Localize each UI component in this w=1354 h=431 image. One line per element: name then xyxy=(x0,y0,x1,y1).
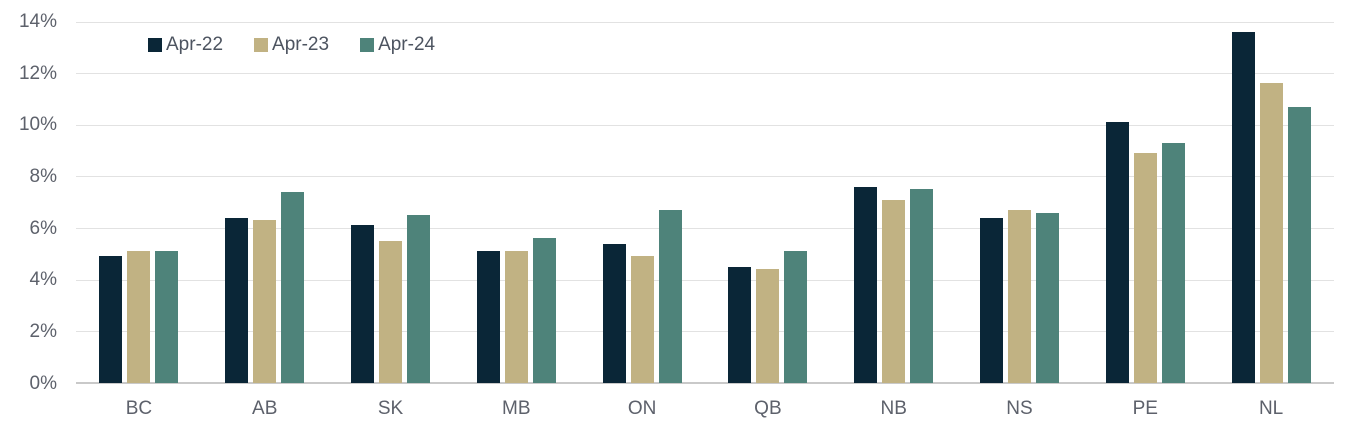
bar-pe-apr-22 xyxy=(1105,122,1129,383)
y-tick-label: 12% xyxy=(18,62,57,84)
legend-item-apr-22: Apr-22 xyxy=(148,34,223,56)
bar-bc-apr-24 xyxy=(155,251,179,383)
y-tick-label: 8% xyxy=(29,165,57,187)
bar-ns-apr-22 xyxy=(980,217,1003,383)
bar-mb-apr-22 xyxy=(476,251,500,383)
gridline xyxy=(76,124,1334,126)
y-tick-label: 4% xyxy=(29,269,57,291)
bar-qb-apr-24 xyxy=(784,251,808,383)
legend: Apr-22 Apr-23 Apr-24 xyxy=(148,34,435,56)
bar-nl-apr-23 xyxy=(1259,83,1283,383)
x-tick-label-qb: QB xyxy=(754,398,782,419)
bar-ab-apr-24 xyxy=(281,191,305,383)
legend-item-apr-23: Apr-23 xyxy=(254,34,329,56)
gridline xyxy=(76,228,1334,230)
legend-label: Apr-23 xyxy=(272,34,330,55)
bar-qb-apr-23 xyxy=(756,269,780,383)
bar-nl-apr-22 xyxy=(1231,31,1255,383)
gridline xyxy=(76,21,1334,23)
bar-nb-apr-22 xyxy=(854,186,878,383)
gridline xyxy=(76,331,1334,333)
bar-sk-apr-24 xyxy=(407,215,430,383)
bar-ab-apr-23 xyxy=(253,220,277,383)
bar-on-apr-22 xyxy=(602,243,626,383)
bar-bc-apr-23 xyxy=(127,251,151,383)
x-tick-label-sk: SK xyxy=(377,398,404,419)
bar-qb-apr-22 xyxy=(728,266,752,383)
bar-ab-apr-22 xyxy=(225,217,249,383)
gridline xyxy=(76,279,1334,281)
x-tick-label-ns: NS xyxy=(1006,398,1033,419)
gridline xyxy=(76,73,1334,75)
bar-mb-apr-23 xyxy=(504,251,528,383)
gridline xyxy=(76,176,1334,178)
bar-on-apr-24 xyxy=(658,209,682,383)
y-tick-label: 6% xyxy=(29,217,57,239)
bar-pe-apr-23 xyxy=(1133,153,1157,383)
y-tick-label: 0% xyxy=(29,372,57,394)
x-tick-label-mb: MB xyxy=(502,398,531,419)
x-axis-line xyxy=(76,382,1334,384)
bar-on-apr-23 xyxy=(630,256,654,383)
bar-bc-apr-22 xyxy=(99,256,123,383)
legend-swatch-icon xyxy=(148,38,162,52)
y-tick-label: 10% xyxy=(18,114,57,136)
x-tick-label-nl: NL xyxy=(1258,398,1284,419)
bar-pe-apr-24 xyxy=(1161,142,1185,383)
legend-item-apr-24: Apr-24 xyxy=(360,34,435,56)
bar-sk-apr-23 xyxy=(379,240,402,383)
y-tick-label: 14% xyxy=(18,11,57,32)
legend-label: Apr-22 xyxy=(166,34,224,55)
bar-sk-apr-22 xyxy=(351,225,374,383)
bar-mb-apr-24 xyxy=(532,238,556,383)
legend-swatch-icon xyxy=(360,38,375,52)
legend-label: Apr-24 xyxy=(378,34,436,55)
bar-ns-apr-23 xyxy=(1008,209,1031,383)
x-tick-label-on: ON xyxy=(627,398,657,419)
x-tick-label-pe: PE xyxy=(1132,398,1158,419)
x-tick-label-ab: AB xyxy=(252,398,278,419)
legend-swatch-icon xyxy=(254,38,269,52)
x-tick-label-bc: BC xyxy=(125,398,153,419)
bar-nl-apr-24 xyxy=(1287,106,1311,383)
y-tick-label: 2% xyxy=(29,320,57,342)
bar-nb-apr-24 xyxy=(910,189,934,383)
bar-ns-apr-24 xyxy=(1036,212,1059,383)
bar-nb-apr-23 xyxy=(882,199,906,383)
x-tick-label-nb: NB xyxy=(880,398,907,419)
